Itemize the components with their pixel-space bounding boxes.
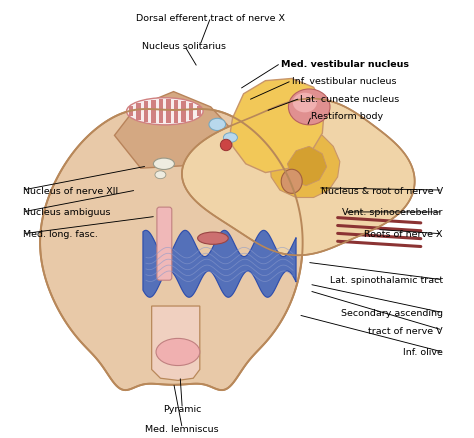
Text: Nucleus of nerve XII: Nucleus of nerve XII: [23, 186, 118, 195]
Text: Med. lemniscus: Med. lemniscus: [146, 424, 219, 433]
Polygon shape: [287, 147, 327, 186]
Polygon shape: [182, 99, 415, 256]
Polygon shape: [189, 103, 193, 120]
Circle shape: [220, 140, 232, 151]
FancyBboxPatch shape: [157, 208, 172, 281]
Text: Secondary ascending: Secondary ascending: [341, 308, 443, 318]
Text: Vent. spinocerebellar: Vent. spinocerebellar: [342, 208, 443, 217]
Ellipse shape: [223, 134, 237, 143]
Text: Dorsal efferent tract of nerve X: Dorsal efferent tract of nerve X: [136, 14, 285, 23]
Ellipse shape: [209, 119, 226, 131]
Text: Inf. olive: Inf. olive: [403, 348, 443, 357]
Text: Lat. cuneate nucleus: Lat. cuneate nucleus: [301, 95, 400, 103]
Text: tract of nerve V: tract of nerve V: [368, 326, 443, 335]
Ellipse shape: [127, 99, 203, 126]
Polygon shape: [182, 102, 186, 123]
Polygon shape: [166, 100, 171, 124]
Text: Pyramic: Pyramic: [163, 404, 201, 413]
Polygon shape: [270, 132, 340, 198]
Polygon shape: [143, 231, 296, 297]
Text: Nucleus solitarius: Nucleus solitarius: [143, 42, 227, 51]
Ellipse shape: [198, 233, 228, 245]
Polygon shape: [136, 103, 141, 120]
Ellipse shape: [293, 93, 317, 113]
Text: Lat. spinothalamic tract: Lat. spinothalamic tract: [329, 276, 443, 285]
Ellipse shape: [155, 171, 166, 179]
Text: Nucleus & root of nerve V: Nucleus & root of nerve V: [320, 186, 443, 195]
Ellipse shape: [281, 170, 302, 194]
Polygon shape: [159, 100, 163, 124]
Polygon shape: [144, 102, 148, 123]
Polygon shape: [152, 306, 200, 381]
Ellipse shape: [154, 159, 174, 170]
Polygon shape: [40, 110, 302, 390]
Polygon shape: [129, 107, 133, 117]
Ellipse shape: [288, 90, 330, 126]
Polygon shape: [114, 92, 237, 169]
Polygon shape: [151, 100, 155, 124]
Text: Roots of nerve X: Roots of nerve X: [364, 230, 443, 239]
Polygon shape: [197, 107, 201, 117]
Ellipse shape: [156, 339, 200, 366]
Text: Nucleus ambiguus: Nucleus ambiguus: [23, 208, 110, 217]
Text: Med. vestibular nucleus: Med. vestibular nucleus: [281, 60, 409, 68]
Polygon shape: [230, 79, 325, 173]
Polygon shape: [174, 100, 178, 124]
Text: Inf. vestibular nucleus: Inf. vestibular nucleus: [292, 77, 396, 86]
Text: Restiform body: Restiform body: [311, 112, 383, 121]
Text: Med. long. fasc.: Med. long. fasc.: [23, 230, 98, 239]
